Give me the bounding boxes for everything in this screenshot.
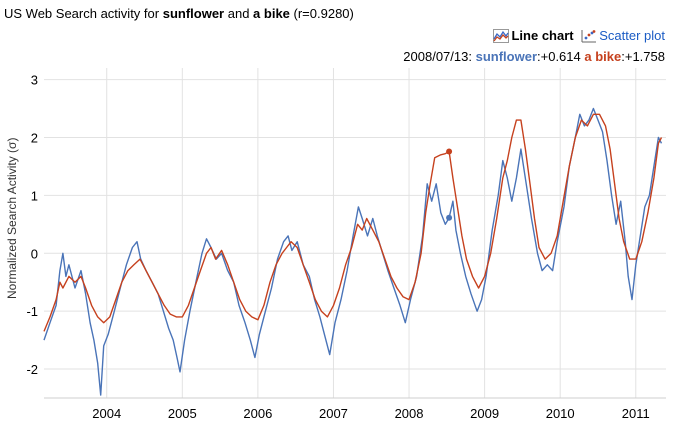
series-line-2 <box>43 113 663 332</box>
series-lines <box>43 107 663 396</box>
x-tick-label: 2007 <box>319 406 348 421</box>
line-chart-toggle[interactable]: Line chart <box>493 28 574 43</box>
readout-date: 2008/07/13: <box>403 49 472 64</box>
x-tick-label: 2004 <box>92 406 121 421</box>
x-tick-label: 2010 <box>546 406 575 421</box>
axis-ticks: -2 -1 0 1 2 3 2004 2005 2006 2007 2008 2009 2010 2011 <box>26 73 649 421</box>
x-tick-label: 2005 <box>168 406 197 421</box>
scatter-plot-toggle[interactable]: Scatter plot <box>581 28 665 43</box>
readout-series-1-value: :+0.614 <box>537 49 581 64</box>
title-mid: and <box>224 6 254 21</box>
readout-series-2-name: a bike <box>584 49 622 64</box>
readout-series-2-value: :+1.758 <box>621 49 665 64</box>
x-tick-label: 2006 <box>243 406 272 421</box>
line-chart-icon <box>493 28 510 43</box>
x-tick-label: 2009 <box>470 406 499 421</box>
line-chart-label: Line chart <box>511 28 574 43</box>
y-tick-label: 1 <box>31 188 38 203</box>
title-prefix: US Web Search activity for <box>4 6 163 21</box>
title-term-1: sunflower <box>162 6 225 21</box>
title-term-2: a bike <box>253 6 290 21</box>
scatter-plot-icon <box>581 29 597 42</box>
highlight-markers <box>446 148 453 221</box>
y-tick-label: 2 <box>31 130 38 145</box>
y-tick-label: 3 <box>31 73 38 88</box>
value-readout: 2008/07/13: sunflower:+0.614 a bike:+1.7… <box>403 49 665 64</box>
x-tick-label: 2008 <box>395 406 424 421</box>
y-tick-label: -1 <box>26 304 38 319</box>
chart-title: US Web Search activity for sunflower and… <box>4 6 354 21</box>
series-line-1 <box>43 107 663 396</box>
highlight-point-2 <box>446 148 453 155</box>
y-tick-label: 0 <box>31 246 38 261</box>
view-toggles: Line chart Scatter plot <box>489 28 665 46</box>
y-tick-label: -2 <box>26 362 38 377</box>
title-suffix: (r=0.9280) <box>289 6 354 21</box>
scatter-plot-label: Scatter plot <box>599 28 665 43</box>
highlight-point-1 <box>446 214 453 221</box>
grid-lines <box>44 68 666 399</box>
x-tick-label: 2011 <box>622 406 650 421</box>
readout-series-1-name: sunflower <box>475 49 538 64</box>
